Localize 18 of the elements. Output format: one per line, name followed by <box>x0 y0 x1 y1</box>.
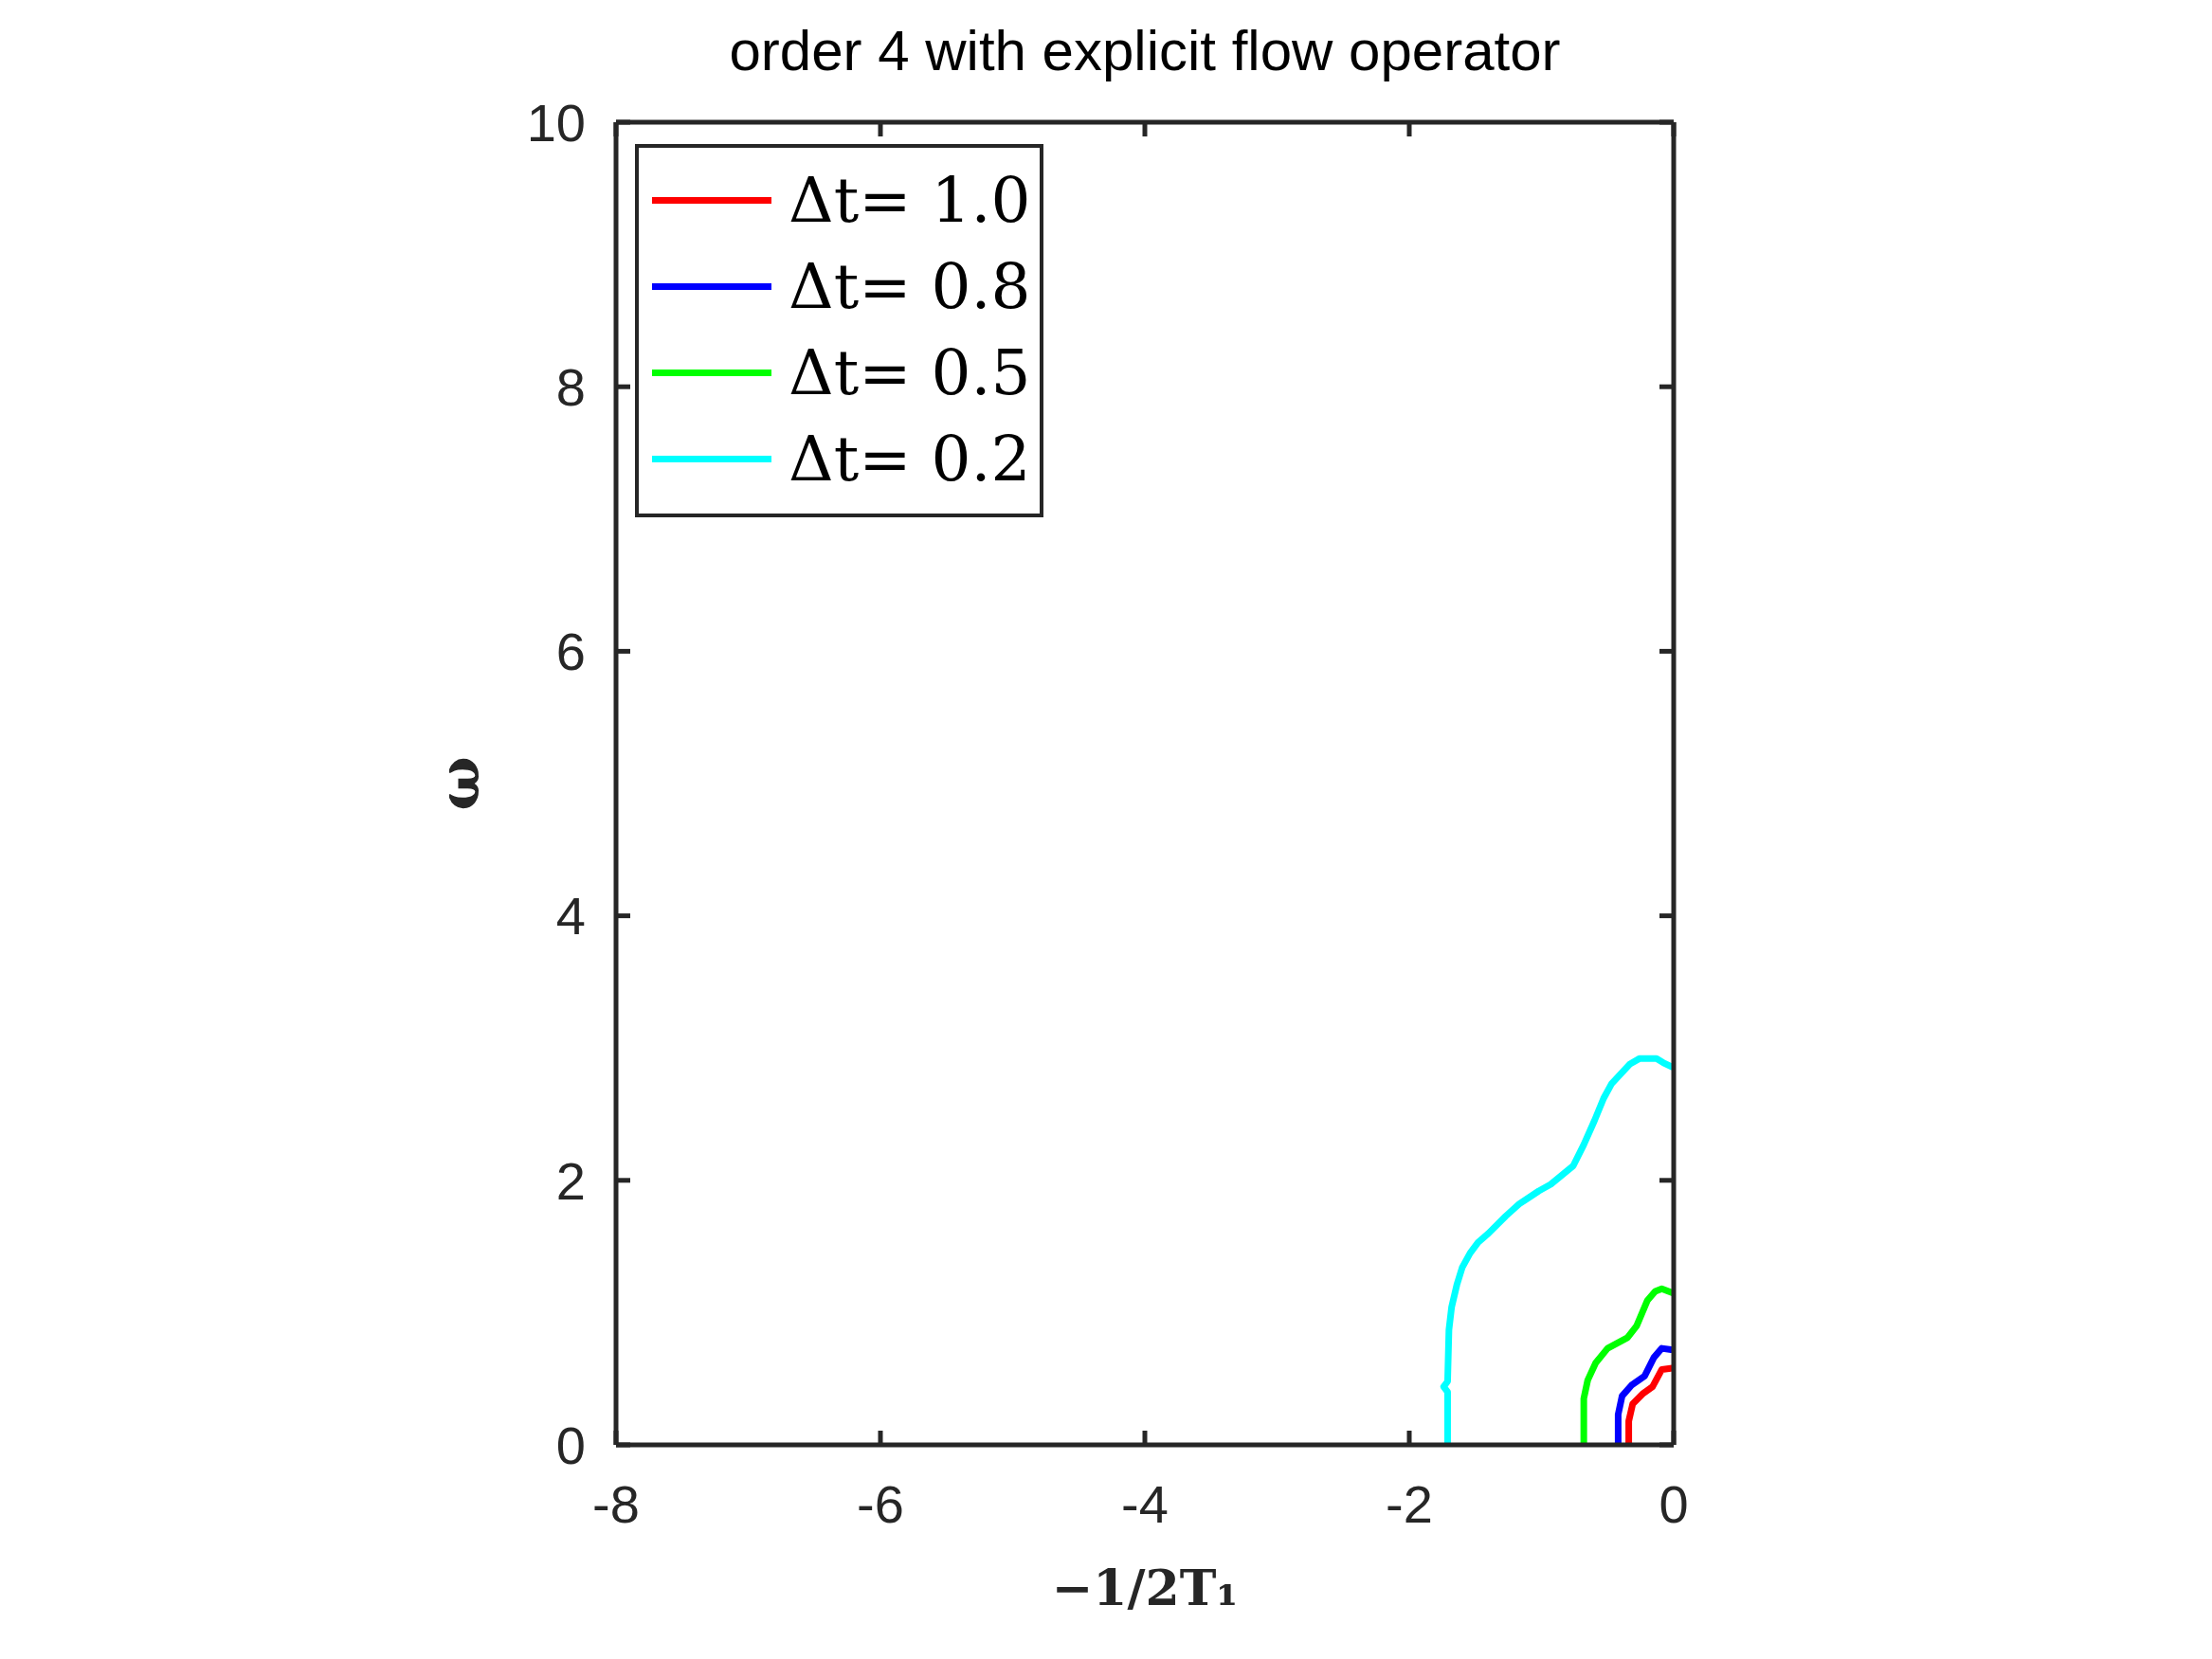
legend-label: Δt= 1.0 <box>789 163 1031 237</box>
y-tick-label: 0 <box>555 1415 586 1475</box>
chart-title: order 4 with explicit flow operator <box>728 18 1562 84</box>
x-tick-label: -8 <box>592 1473 640 1534</box>
x-tick-label: 0 <box>1659 1473 1689 1534</box>
y-axis-title: ω <box>426 756 492 811</box>
y-tick-label: 8 <box>555 357 586 418</box>
legend-label: Δt= 0.8 <box>789 249 1031 323</box>
legend-label: Δt= 0.5 <box>789 335 1031 409</box>
y-tick-label: 6 <box>555 622 586 682</box>
x-tick-label: -6 <box>857 1473 904 1534</box>
x-tick-label: -2 <box>1386 1473 1433 1534</box>
y-tick-label: 4 <box>555 886 586 947</box>
x-tick-label: -4 <box>1121 1473 1169 1534</box>
y-tick-label: 10 <box>526 92 586 153</box>
legend-label: Δt= 0.2 <box>789 422 1031 496</box>
x-axis-title: −1/2T₁ <box>1050 1559 1240 1618</box>
y-tick-label: 2 <box>555 1150 586 1211</box>
